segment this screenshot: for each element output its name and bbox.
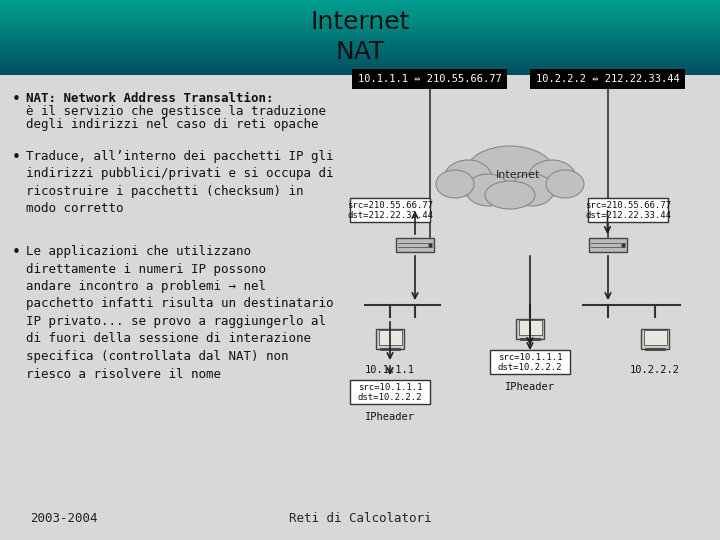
FancyBboxPatch shape (641, 329, 669, 349)
Ellipse shape (444, 160, 492, 196)
FancyBboxPatch shape (0, 50, 720, 52)
FancyBboxPatch shape (0, 37, 720, 39)
FancyBboxPatch shape (0, 58, 720, 60)
FancyBboxPatch shape (0, 46, 720, 49)
Text: src=210.55.66.77: src=210.55.66.77 (347, 201, 433, 211)
Ellipse shape (528, 160, 576, 196)
Text: src=10.1.1.1: src=10.1.1.1 (498, 354, 562, 362)
FancyBboxPatch shape (0, 5, 720, 8)
FancyBboxPatch shape (0, 2, 720, 4)
FancyBboxPatch shape (490, 350, 570, 374)
FancyBboxPatch shape (0, 35, 720, 37)
Text: IPheader: IPheader (365, 412, 415, 422)
FancyBboxPatch shape (0, 30, 720, 32)
FancyBboxPatch shape (0, 52, 720, 55)
Text: •: • (12, 245, 21, 260)
FancyBboxPatch shape (518, 320, 541, 334)
Text: •: • (12, 150, 21, 165)
Text: •: • (12, 92, 21, 107)
FancyBboxPatch shape (350, 380, 430, 404)
FancyBboxPatch shape (0, 65, 720, 68)
FancyBboxPatch shape (0, 75, 720, 540)
FancyBboxPatch shape (0, 11, 720, 13)
FancyBboxPatch shape (0, 56, 720, 58)
FancyBboxPatch shape (0, 28, 720, 30)
FancyBboxPatch shape (350, 198, 430, 222)
Text: dst=212.22.33.44: dst=212.22.33.44 (347, 211, 433, 219)
FancyBboxPatch shape (0, 54, 720, 56)
FancyBboxPatch shape (396, 238, 434, 252)
Ellipse shape (485, 181, 535, 209)
FancyBboxPatch shape (0, 44, 720, 47)
FancyBboxPatch shape (0, 12, 720, 15)
FancyBboxPatch shape (0, 31, 720, 33)
Text: NAT: Network Address Transaltion:: NAT: Network Address Transaltion: (26, 92, 274, 105)
FancyBboxPatch shape (0, 0, 720, 2)
FancyBboxPatch shape (0, 26, 720, 28)
Text: 2003-2004: 2003-2004 (30, 512, 97, 525)
FancyBboxPatch shape (588, 198, 668, 222)
FancyBboxPatch shape (379, 329, 402, 345)
Ellipse shape (510, 174, 554, 206)
FancyBboxPatch shape (0, 72, 720, 75)
FancyBboxPatch shape (0, 9, 720, 11)
Ellipse shape (466, 174, 510, 206)
FancyBboxPatch shape (0, 22, 720, 24)
FancyBboxPatch shape (0, 43, 720, 45)
FancyBboxPatch shape (589, 238, 627, 252)
Text: Traduce, all’interno dei pacchetti IP gli
indirizzi pubblici/privati e si occupa: Traduce, all’interno dei pacchetti IP gl… (26, 150, 333, 215)
FancyBboxPatch shape (0, 63, 720, 66)
Text: NAT: NAT (336, 40, 384, 64)
Ellipse shape (436, 170, 474, 198)
FancyBboxPatch shape (0, 39, 720, 41)
FancyBboxPatch shape (516, 319, 544, 339)
FancyBboxPatch shape (352, 69, 507, 89)
FancyBboxPatch shape (0, 15, 720, 17)
Text: dst=212.22.33.44: dst=212.22.33.44 (585, 211, 671, 219)
Text: Internet: Internet (310, 10, 410, 34)
FancyBboxPatch shape (530, 69, 685, 89)
FancyBboxPatch shape (0, 20, 720, 23)
FancyBboxPatch shape (0, 7, 720, 9)
FancyBboxPatch shape (0, 67, 720, 69)
Text: Internet: Internet (496, 170, 540, 180)
FancyBboxPatch shape (0, 48, 720, 51)
FancyBboxPatch shape (0, 62, 720, 64)
FancyBboxPatch shape (376, 329, 404, 349)
Text: 10.2.2.2: 10.2.2.2 (630, 365, 680, 375)
Text: IPheader: IPheader (505, 382, 555, 392)
Ellipse shape (466, 146, 554, 198)
FancyBboxPatch shape (0, 3, 720, 5)
FancyBboxPatch shape (0, 40, 720, 43)
Text: è il servizio che gestisce la traduzione: è il servizio che gestisce la traduzione (26, 105, 326, 118)
FancyBboxPatch shape (0, 16, 720, 19)
Text: src=210.55.66.77: src=210.55.66.77 (585, 201, 671, 211)
FancyBboxPatch shape (0, 24, 720, 26)
Text: 10.1.1.1 ⇔ 210.55.66.77: 10.1.1.1 ⇔ 210.55.66.77 (358, 74, 501, 84)
FancyBboxPatch shape (644, 329, 667, 345)
FancyBboxPatch shape (0, 18, 720, 21)
Text: 10.2.2.2 ⇔ 212.22.33.44: 10.2.2.2 ⇔ 212.22.33.44 (536, 74, 680, 84)
Text: src=10.1.1.1: src=10.1.1.1 (358, 383, 422, 393)
FancyBboxPatch shape (0, 69, 720, 71)
Ellipse shape (546, 170, 584, 198)
FancyBboxPatch shape (0, 59, 720, 62)
FancyBboxPatch shape (0, 71, 720, 73)
Text: dst=10.2.2.2: dst=10.2.2.2 (358, 393, 422, 402)
Text: degli indirizzi nel caso di reti opache: degli indirizzi nel caso di reti opache (26, 118, 318, 131)
Text: Le applicazioni che utilizzano
direttamente i numeri IP possono
andare incontro : Le applicazioni che utilizzano direttame… (26, 245, 333, 381)
FancyBboxPatch shape (0, 33, 720, 36)
Text: 10.1.1.1: 10.1.1.1 (365, 365, 415, 375)
Text: dst=10.2.2.2: dst=10.2.2.2 (498, 362, 562, 372)
Text: Reti di Calcolatori: Reti di Calcolatori (289, 512, 431, 525)
